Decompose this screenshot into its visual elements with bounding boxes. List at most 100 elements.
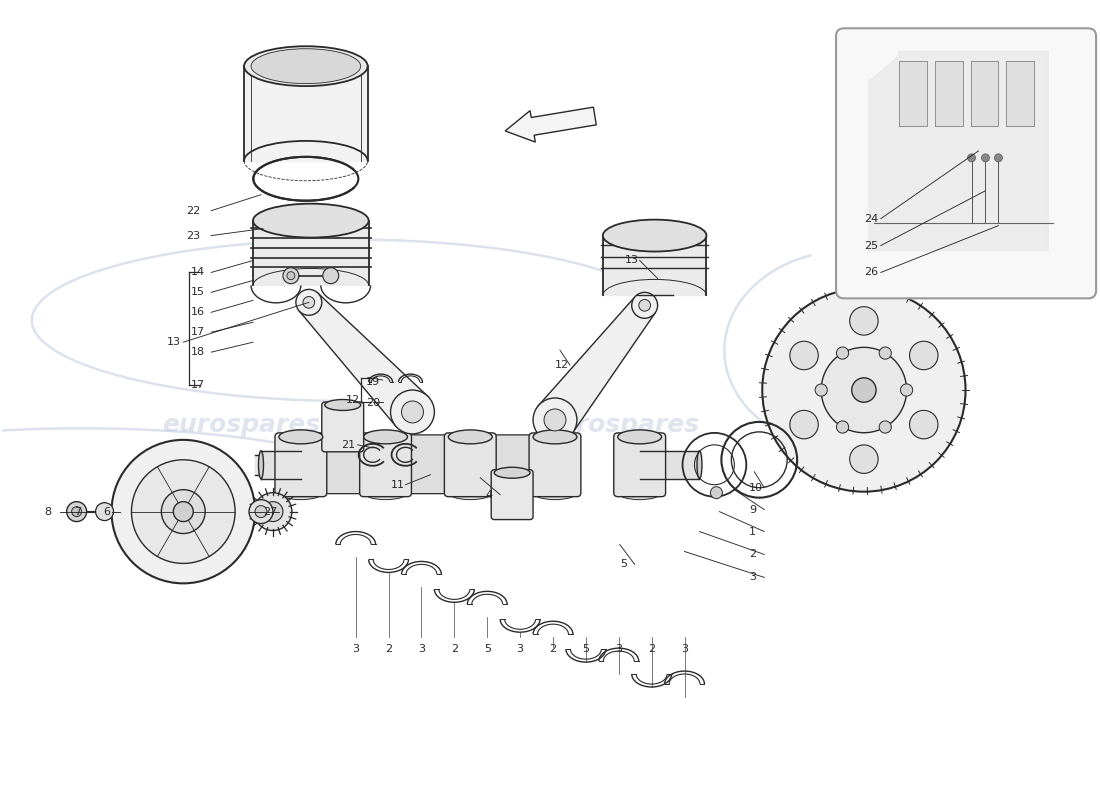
FancyBboxPatch shape bbox=[321, 435, 364, 494]
Circle shape bbox=[283, 268, 299, 284]
Circle shape bbox=[711, 486, 723, 498]
Circle shape bbox=[879, 421, 891, 433]
Text: eurospares: eurospares bbox=[541, 413, 698, 437]
Circle shape bbox=[762, 288, 966, 492]
Text: 20: 20 bbox=[365, 398, 380, 408]
Polygon shape bbox=[244, 66, 367, 161]
Polygon shape bbox=[253, 221, 368, 286]
Polygon shape bbox=[261, 451, 301, 478]
Circle shape bbox=[544, 409, 565, 431]
Ellipse shape bbox=[534, 430, 576, 444]
Circle shape bbox=[849, 306, 878, 335]
Text: 11: 11 bbox=[390, 480, 405, 490]
Text: 13: 13 bbox=[625, 255, 639, 266]
Circle shape bbox=[249, 500, 273, 523]
Text: 24: 24 bbox=[864, 214, 878, 224]
Circle shape bbox=[981, 154, 990, 162]
Text: 25: 25 bbox=[864, 241, 878, 250]
Text: 3: 3 bbox=[517, 644, 524, 654]
Text: 8: 8 bbox=[44, 506, 51, 517]
Ellipse shape bbox=[364, 486, 407, 500]
Text: 2: 2 bbox=[749, 550, 757, 559]
Circle shape bbox=[790, 410, 818, 439]
Ellipse shape bbox=[449, 486, 492, 500]
Circle shape bbox=[255, 506, 267, 518]
Circle shape bbox=[390, 390, 435, 434]
Text: 3: 3 bbox=[352, 644, 360, 654]
FancyBboxPatch shape bbox=[322, 402, 364, 452]
Circle shape bbox=[96, 502, 113, 521]
Circle shape bbox=[254, 493, 292, 530]
Circle shape bbox=[968, 154, 976, 162]
Text: 3: 3 bbox=[615, 644, 623, 654]
Polygon shape bbox=[869, 51, 1048, 250]
FancyBboxPatch shape bbox=[275, 433, 327, 497]
Text: 12: 12 bbox=[556, 360, 569, 370]
Circle shape bbox=[402, 401, 424, 423]
Ellipse shape bbox=[244, 46, 367, 86]
Polygon shape bbox=[970, 61, 999, 126]
Text: 5: 5 bbox=[582, 644, 590, 654]
Ellipse shape bbox=[534, 486, 576, 500]
Polygon shape bbox=[899, 61, 926, 126]
Text: 3: 3 bbox=[749, 572, 757, 582]
Text: 23: 23 bbox=[186, 230, 200, 241]
Ellipse shape bbox=[494, 467, 530, 478]
Text: 9: 9 bbox=[749, 505, 757, 514]
Circle shape bbox=[631, 292, 658, 318]
Circle shape bbox=[994, 154, 1002, 162]
FancyBboxPatch shape bbox=[444, 433, 496, 497]
Circle shape bbox=[879, 347, 891, 359]
Polygon shape bbox=[640, 451, 700, 478]
Ellipse shape bbox=[603, 220, 706, 251]
FancyArrow shape bbox=[505, 107, 596, 142]
Polygon shape bbox=[935, 61, 962, 126]
Text: 2: 2 bbox=[549, 644, 557, 654]
Ellipse shape bbox=[279, 430, 322, 444]
Ellipse shape bbox=[258, 451, 264, 478]
Circle shape bbox=[851, 378, 876, 402]
Text: 15: 15 bbox=[191, 287, 206, 298]
Text: eurospares: eurospares bbox=[162, 413, 320, 437]
Text: 6: 6 bbox=[103, 506, 111, 517]
Text: 12: 12 bbox=[345, 395, 360, 405]
Text: 19: 19 bbox=[365, 377, 380, 387]
Ellipse shape bbox=[618, 430, 661, 444]
Circle shape bbox=[302, 297, 315, 308]
FancyBboxPatch shape bbox=[360, 433, 411, 497]
Circle shape bbox=[67, 502, 87, 522]
Text: 5: 5 bbox=[484, 644, 491, 654]
Circle shape bbox=[836, 347, 849, 359]
FancyBboxPatch shape bbox=[492, 470, 534, 519]
Text: 21: 21 bbox=[341, 440, 355, 450]
Text: 10: 10 bbox=[749, 482, 763, 493]
Polygon shape bbox=[299, 294, 428, 427]
Text: 14: 14 bbox=[191, 267, 206, 278]
Text: 2: 2 bbox=[385, 644, 392, 654]
Ellipse shape bbox=[618, 486, 661, 500]
Circle shape bbox=[162, 490, 206, 534]
FancyBboxPatch shape bbox=[614, 433, 666, 497]
Text: 4: 4 bbox=[485, 490, 493, 500]
Circle shape bbox=[910, 410, 938, 439]
Text: 7: 7 bbox=[74, 506, 80, 517]
Circle shape bbox=[822, 347, 906, 433]
FancyBboxPatch shape bbox=[836, 28, 1096, 298]
Circle shape bbox=[287, 272, 295, 280]
Circle shape bbox=[296, 290, 322, 315]
FancyBboxPatch shape bbox=[406, 435, 450, 494]
Circle shape bbox=[322, 268, 339, 284]
FancyBboxPatch shape bbox=[491, 435, 535, 494]
Text: 2: 2 bbox=[648, 644, 656, 654]
Text: 27: 27 bbox=[263, 506, 277, 517]
Ellipse shape bbox=[253, 204, 368, 238]
Circle shape bbox=[901, 384, 913, 396]
Ellipse shape bbox=[449, 430, 492, 444]
Circle shape bbox=[132, 460, 235, 563]
Circle shape bbox=[639, 299, 650, 311]
Circle shape bbox=[836, 421, 849, 433]
Ellipse shape bbox=[279, 486, 322, 500]
Text: 1: 1 bbox=[749, 526, 757, 537]
Circle shape bbox=[910, 342, 938, 370]
Circle shape bbox=[263, 502, 283, 522]
